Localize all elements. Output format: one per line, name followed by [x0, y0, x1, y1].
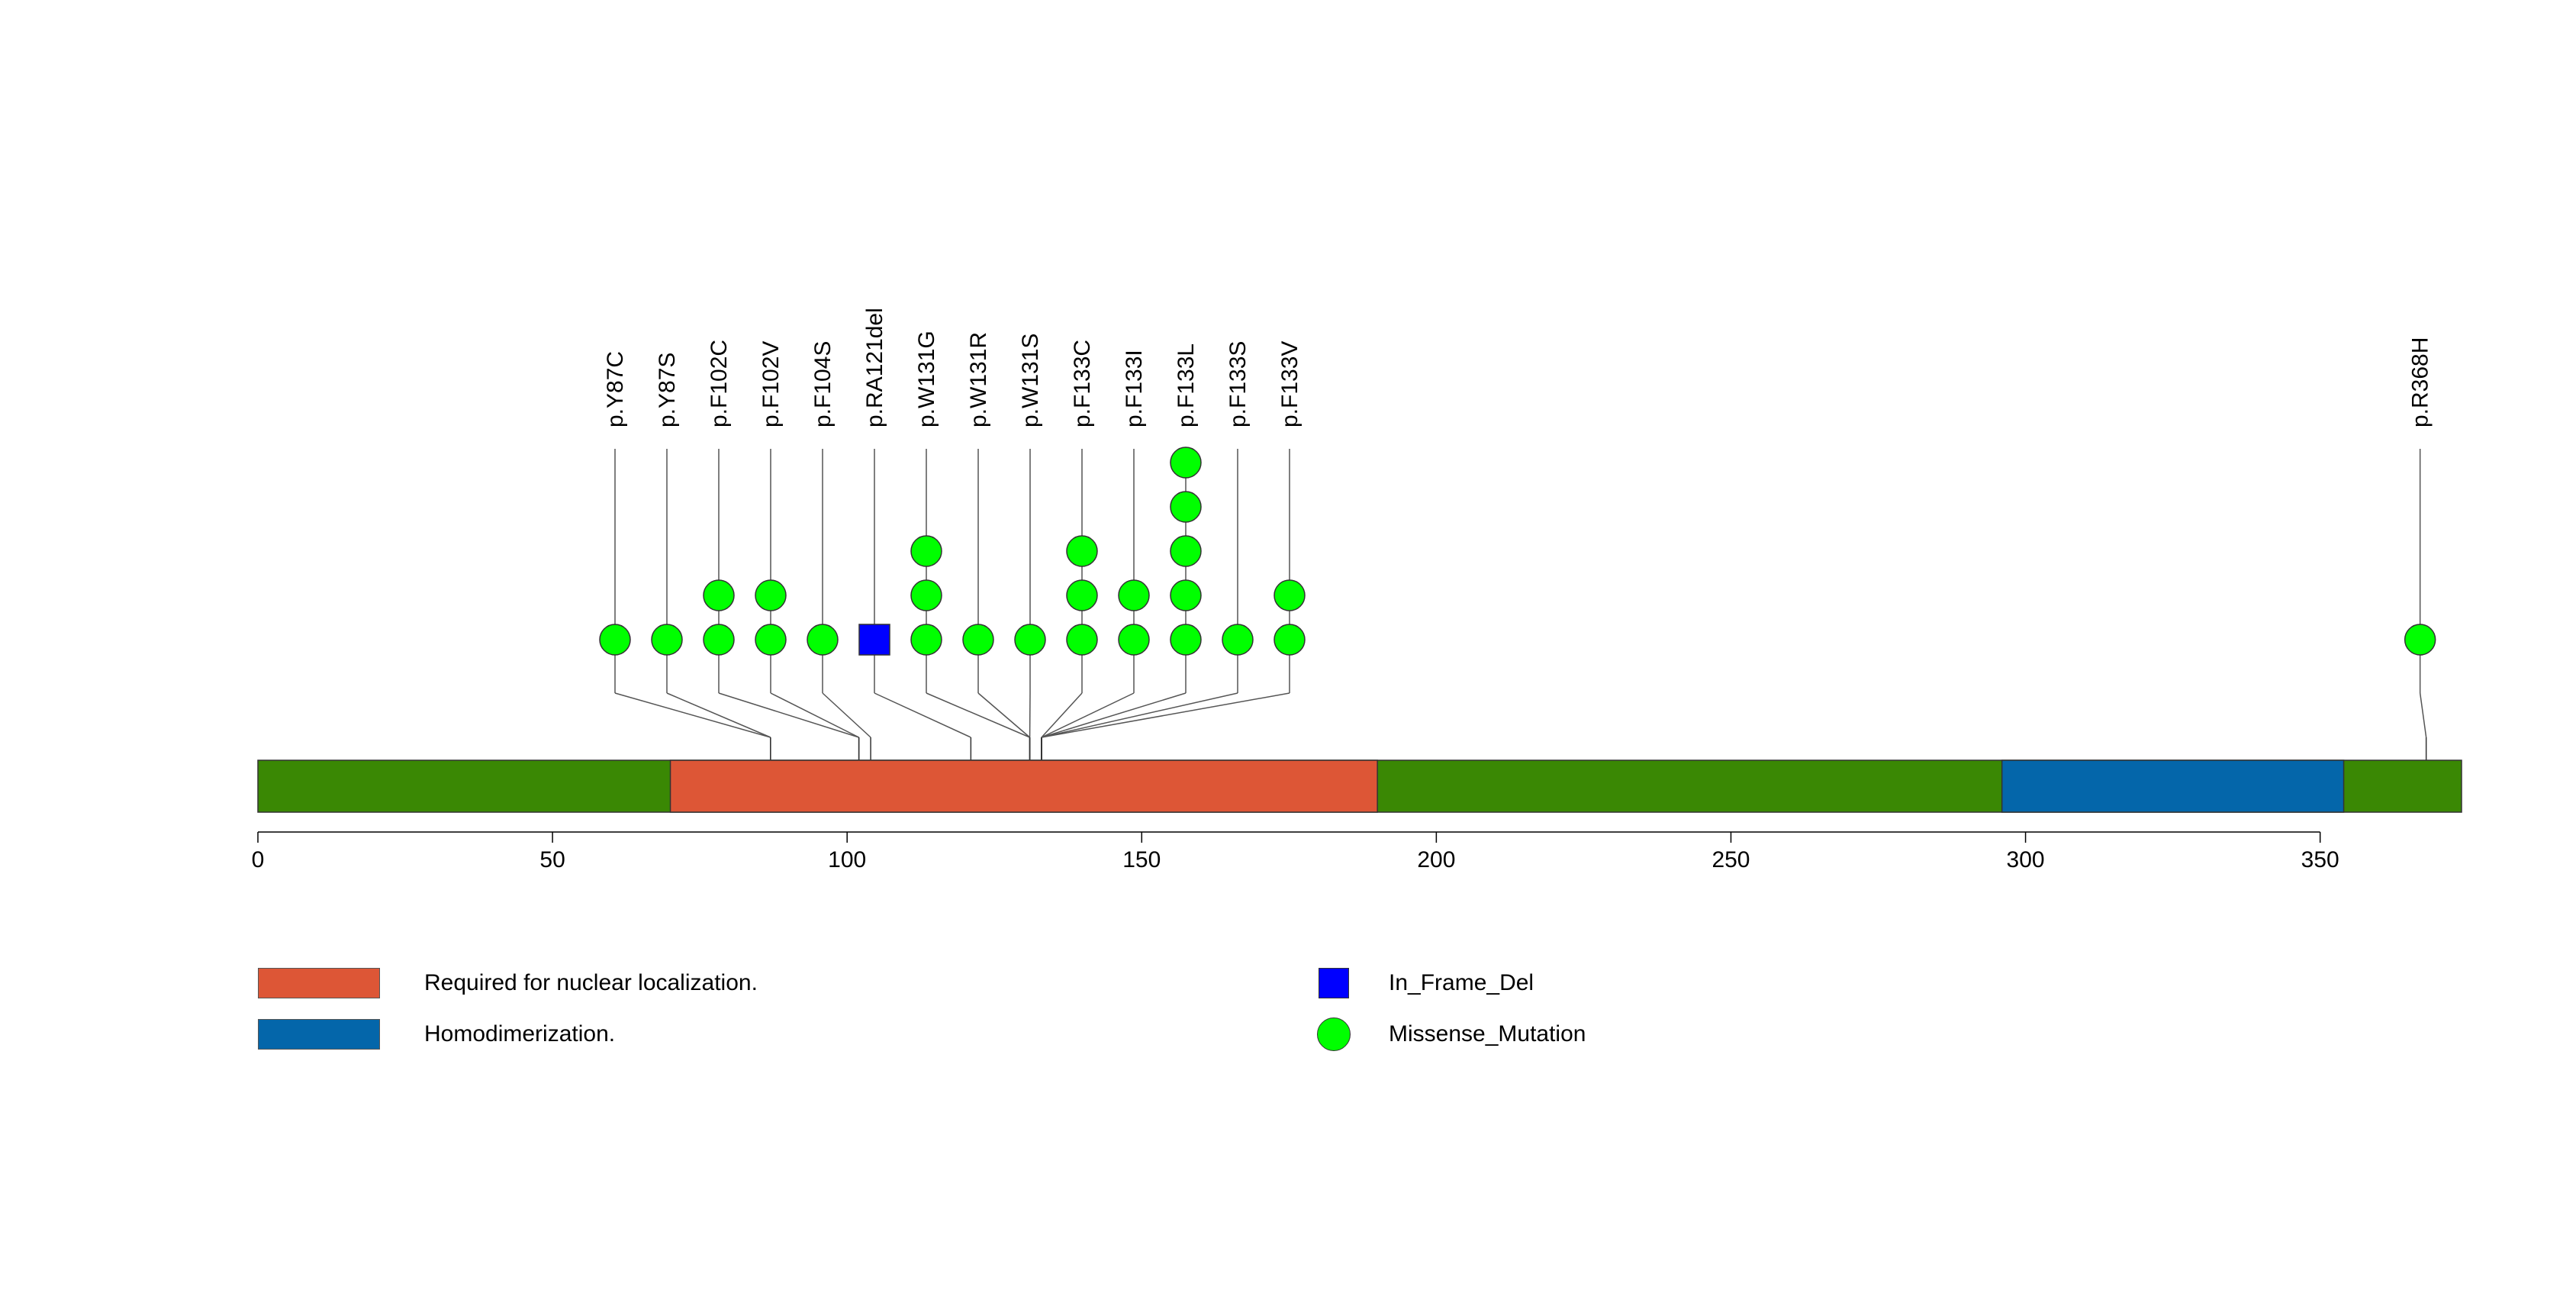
mutation-label: p.RA121del	[862, 308, 887, 427]
mutation-marker-circle	[1118, 579, 1150, 611]
circle-icon	[1317, 1017, 1351, 1051]
mutation-label: p.F104S	[810, 341, 836, 427]
mutation-label: p.F102C	[707, 340, 732, 427]
mutation-label: p.W131S	[1018, 334, 1043, 427]
mutation-label: p.W131G	[914, 331, 939, 427]
connector	[1041, 692, 1135, 738]
x-axis: 0 50 100 150 200 250 300 350	[252, 831, 2339, 872]
mutation-marker-circle	[755, 579, 787, 611]
mutation-label: p.W131R	[966, 332, 991, 427]
mutation-marker-circle	[703, 579, 735, 611]
mutation-label: p.F102V	[758, 341, 784, 427]
legend-swatch	[258, 968, 380, 998]
connector	[614, 692, 771, 738]
mutation-marker-circle	[1170, 535, 1202, 567]
mutation-label: p.F133V	[1277, 341, 1302, 427]
mutation-marker-circle	[651, 624, 683, 656]
mutation-marker-circle	[1170, 579, 1202, 611]
mutation-label: p.Y87S	[655, 353, 680, 427]
connector	[1041, 692, 1187, 738]
legend-label: In_Frame_Del	[1389, 970, 1534, 995]
connector	[977, 692, 1031, 738]
legend-swatch	[258, 1019, 380, 1050]
mutation-marker-circle	[1170, 491, 1202, 523]
mutation-marker-circle	[1274, 579, 1306, 611]
connector	[1041, 692, 1083, 738]
connector	[770, 692, 859, 738]
mutation-marker-circle	[1222, 624, 1254, 656]
legend-label: Homodimerization.	[424, 1021, 616, 1047]
mutation-label: p.Y87C	[603, 351, 628, 427]
mutation-marker-circle	[1066, 624, 1098, 656]
legend-label: Missense_Mutation	[1389, 1021, 1586, 1047]
mutation-marker-circle	[1066, 579, 1098, 611]
axis-tick-label: 50	[539, 847, 565, 872]
axis-tick-label: 0	[252, 847, 265, 872]
axis-tick-label: 300	[2007, 847, 2045, 872]
mutation-marker-square	[858, 624, 890, 656]
connector	[874, 692, 971, 738]
connector	[1041, 692, 1290, 738]
connector	[718, 692, 859, 738]
mutation-marker-circle	[2404, 624, 2436, 656]
mutation-marker-circle	[755, 624, 787, 656]
axis-tick-label: 150	[1122, 847, 1161, 872]
mutation-markers	[599, 447, 2436, 656]
axis-tick-label: 350	[2301, 847, 2339, 872]
mutation-marker-circle	[703, 624, 735, 656]
mutation-label: p.F133I	[1122, 350, 1147, 427]
mutation-marker-circle	[910, 535, 942, 567]
axis-tick-label: 100	[828, 847, 866, 872]
mutation-marker-circle	[1066, 535, 1098, 567]
mutation-marker-circle	[1274, 624, 1306, 656]
square-icon	[1319, 968, 1349, 998]
connector	[1041, 692, 1238, 738]
axis-tick-label: 250	[1711, 847, 1750, 872]
connector	[666, 692, 771, 738]
connector	[822, 692, 871, 738]
mutation-labels: p.Y87C p.Y87S p.F102C p.F102V p.F104S p.RA121…	[603, 308, 2433, 427]
mutation-label: p.R368H	[2408, 337, 2433, 427]
mutation-marker-circle	[910, 579, 942, 611]
mutation-marker-circle	[962, 624, 994, 656]
protein-backbone	[257, 759, 2462, 813]
legend-label: Required for nuclear localization.	[424, 970, 758, 995]
domain-1	[2001, 759, 2345, 813]
axis-tick-label: 200	[1417, 847, 1455, 872]
mutation-marker-circle	[1118, 624, 1150, 656]
connector	[926, 692, 1030, 738]
connector	[2419, 692, 2427, 738]
mutation-label: p.F133L	[1174, 343, 1199, 427]
domain-0	[669, 759, 1378, 813]
mutation-marker-circle	[807, 624, 839, 656]
mutation-marker-circle	[599, 624, 631, 656]
mutation-label: p.F133S	[1225, 341, 1251, 427]
mutation-marker-circle	[1170, 624, 1202, 656]
mutation-marker-circle	[1170, 447, 1202, 479]
mutation-marker-circle	[1014, 624, 1046, 656]
mutation-marker-circle	[910, 624, 942, 656]
mutation-label: p.F133C	[1070, 340, 1095, 427]
